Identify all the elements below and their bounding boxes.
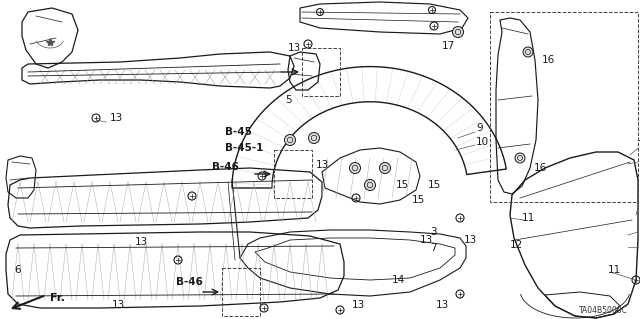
Bar [302,48,340,96]
Text: TA04B5000C: TA04B5000C [579,306,628,315]
Text: 13: 13 [288,43,301,53]
Circle shape [308,132,319,144]
Circle shape [285,135,296,145]
Text: 17: 17 [442,41,455,51]
Text: 9: 9 [476,123,483,133]
Circle shape [380,162,390,174]
Text: B-46: B-46 [176,277,203,287]
Text: 16: 16 [542,55,556,65]
Text: 7: 7 [430,243,436,253]
Circle shape [349,162,360,174]
Circle shape [452,26,463,38]
Bar [222,268,260,316]
Text: 15: 15 [396,180,409,190]
Bar [274,150,312,198]
Text: 13: 13 [436,300,449,310]
Text: 13: 13 [464,235,477,245]
Text: 13: 13 [110,113,124,123]
Text: 11: 11 [608,265,621,275]
Text: 13: 13 [420,235,433,245]
Bar [490,12,638,202]
Text: B-45-1: B-45-1 [225,143,264,153]
Text: 3: 3 [430,227,436,237]
Text: 15: 15 [412,195,425,205]
Text: 6: 6 [14,265,20,275]
Circle shape [365,180,376,190]
Text: 13: 13 [135,237,148,247]
Text: 13: 13 [316,160,329,170]
Text: 14: 14 [392,275,405,285]
Circle shape [523,47,533,57]
Text: Fr.: Fr. [50,293,65,303]
Text: 13: 13 [112,300,125,310]
Text: 16: 16 [534,163,547,173]
Text: 5: 5 [285,95,292,105]
Text: 12: 12 [510,240,524,250]
Text: B-45: B-45 [225,127,252,137]
Text: B-46: B-46 [212,162,239,172]
Text: 11: 11 [522,213,535,223]
Text: 15: 15 [428,180,441,190]
Text: 13: 13 [352,300,365,310]
Circle shape [515,153,525,163]
Text: 10: 10 [476,137,489,147]
